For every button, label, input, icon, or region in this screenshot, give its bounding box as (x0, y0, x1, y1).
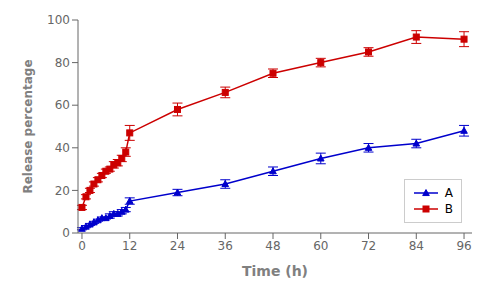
svg-text:60: 60 (55, 98, 70, 112)
svg-text:80: 80 (55, 56, 70, 70)
svg-text:0: 0 (78, 239, 86, 253)
svg-text:84: 84 (409, 239, 424, 253)
svg-text:Time (h): Time (h) (242, 263, 308, 279)
html-text:A: A (444, 186, 453, 200)
svg-text:48: 48 (265, 239, 280, 253)
svg-text:12: 12 (122, 239, 137, 253)
svg-text:24: 24 (170, 239, 185, 253)
svg-text:96: 96 (456, 239, 471, 253)
svg-text:0: 0 (62, 226, 70, 240)
svg-text:72: 72 (361, 239, 376, 253)
html-text:B: B (444, 202, 453, 216)
svg-text:60: 60 (313, 239, 328, 253)
svg-text:36: 36 (218, 239, 233, 253)
svg-text:40: 40 (55, 141, 70, 155)
svg-text:20: 20 (55, 184, 70, 198)
svg-text:100: 100 (47, 13, 70, 27)
svg-text:Release percentage: Release percentage (21, 59, 35, 193)
